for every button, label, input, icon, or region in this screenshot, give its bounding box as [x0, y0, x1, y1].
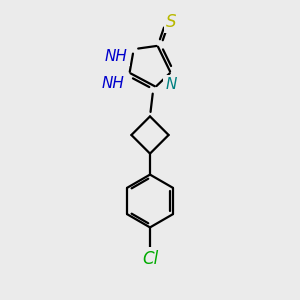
- Text: NH: NH: [105, 49, 128, 64]
- Text: NH: NH: [102, 76, 125, 91]
- Text: N: N: [166, 77, 177, 92]
- Text: S: S: [166, 13, 177, 31]
- Text: Cl: Cl: [142, 250, 158, 268]
